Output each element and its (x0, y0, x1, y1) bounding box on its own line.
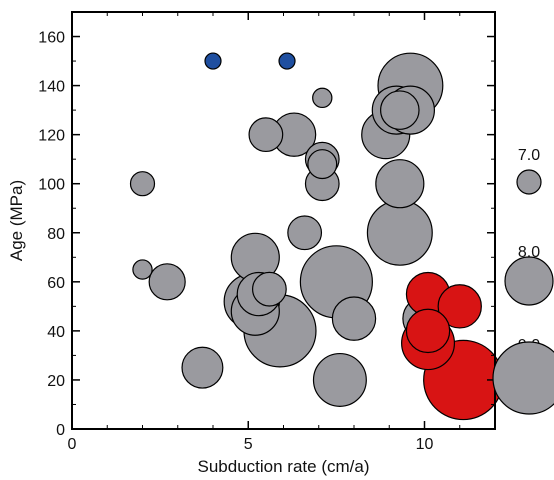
y-tick-label: 120 (38, 128, 65, 145)
x-tick-label: 10 (416, 436, 434, 453)
data-point-red (405, 308, 451, 354)
y-tick-label: 140 (38, 79, 65, 96)
data-point-blue (204, 52, 222, 70)
x-tick-label: 0 (68, 436, 77, 453)
x-tick-label: 5 (244, 436, 253, 453)
size-legend-label: 7.0 (518, 147, 540, 164)
data-point-blue (278, 52, 296, 70)
data-point-gray (129, 171, 156, 197)
size-legend-circle (516, 169, 542, 195)
data-point-gray (132, 259, 153, 280)
points-layer (129, 52, 504, 421)
data-point-gray (287, 215, 323, 251)
y-tick-label: 80 (47, 226, 65, 243)
y-tick-label: 100 (38, 177, 65, 194)
size-legend-circle (492, 341, 554, 415)
data-point-gray (251, 271, 287, 307)
data-point-gray (375, 159, 425, 209)
y-axis-label: Age (MPa) (7, 180, 26, 261)
y-tick-label: 40 (47, 324, 65, 341)
data-point-red (437, 284, 482, 329)
data-point-gray (331, 296, 377, 341)
data-point-gray (312, 352, 367, 407)
data-point-gray (380, 90, 420, 130)
data-point-gray (307, 149, 338, 180)
size-legend-circle (504, 256, 554, 306)
y-tick-label: 160 (38, 30, 65, 47)
size-legend-label: 8.0 (518, 244, 540, 261)
size-legend: 7.08.09.0 (492, 147, 554, 415)
y-tick-label: 20 (47, 373, 65, 390)
x-axis-label: Subduction rate (cm/a) (198, 457, 370, 476)
data-point-gray (312, 87, 333, 109)
y-tick-label: 60 (47, 275, 65, 292)
data-point-gray (181, 346, 224, 389)
y-tick-label: 0 (56, 422, 65, 439)
data-point-gray (248, 117, 284, 153)
data-point-gray (148, 263, 186, 301)
data-point-gray (366, 199, 433, 266)
